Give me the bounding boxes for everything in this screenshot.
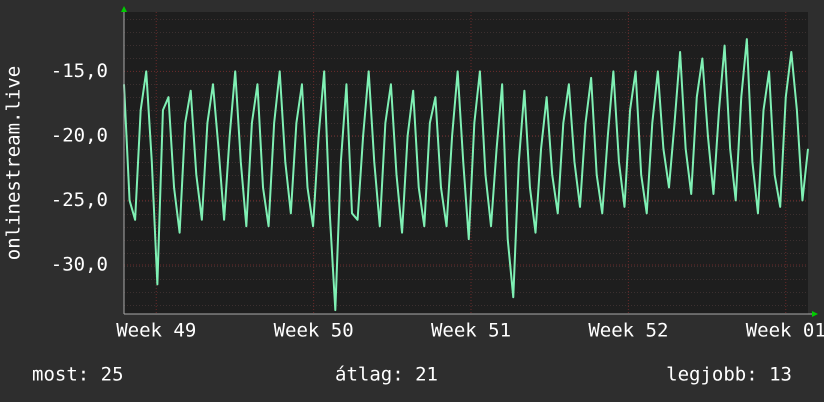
y-tick-label: -30,0: [51, 253, 108, 275]
minor-grid: [124, 12, 808, 314]
x-tick-label: Week 50: [274, 320, 354, 342]
footer-average: átlag: 21: [335, 364, 438, 386]
data-line: [123, 38, 809, 312]
x-tick-label: Week 01: [746, 320, 824, 342]
y-tick-label: -25,0: [51, 189, 108, 211]
y-tick-label: -15,0: [51, 60, 108, 82]
x-tick-label: Week 52: [588, 320, 668, 342]
x-arrow: [812, 311, 818, 317]
y-arrow: [121, 6, 127, 12]
x-tick-label: Week 51: [431, 320, 511, 342]
y-axis-label: onlinestream.live: [3, 66, 25, 260]
footer-current: most: 25: [32, 364, 124, 386]
footer-best: legjobb: 13: [666, 364, 792, 386]
y-tick-label: -20,0: [51, 124, 108, 146]
x-tick-label: Week 49: [116, 320, 196, 342]
